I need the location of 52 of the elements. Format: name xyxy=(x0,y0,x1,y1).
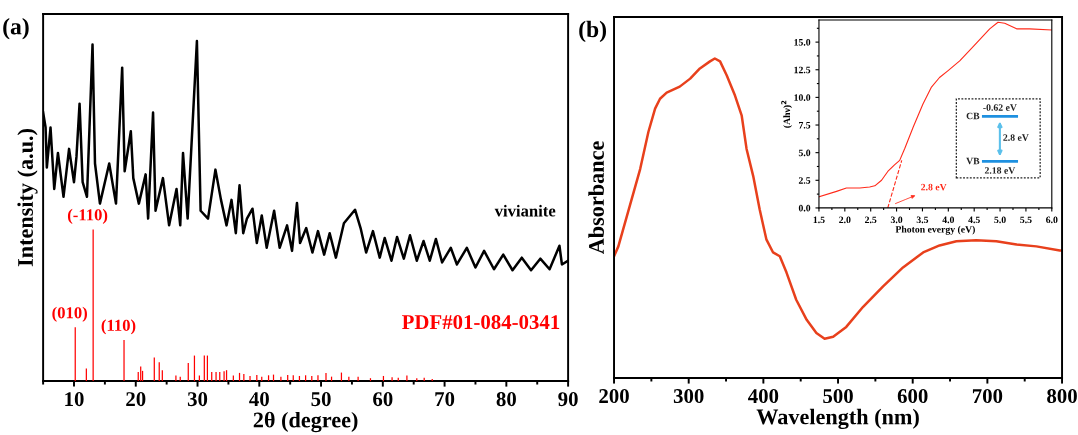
x-tick-label: 30 xyxy=(187,392,208,407)
x-tick-label: 200 xyxy=(599,389,629,404)
series-label: vivianite xyxy=(494,204,556,217)
y-axis-title: Absorbance xyxy=(588,141,604,255)
y-axis-title: Intensity (a.u.) xyxy=(17,129,38,267)
x-tick-label: 4.0 xyxy=(942,216,955,224)
x-tick-label: 80 xyxy=(496,392,516,407)
x-axis-title: Wavelength (nm) xyxy=(756,408,919,430)
x-tick-label: 3.5 xyxy=(916,216,929,224)
x-tick-label: 20 xyxy=(126,392,146,407)
x-tick-label: 10 xyxy=(65,392,84,407)
x-tick-label: 800 xyxy=(1047,389,1077,404)
annotation: (-110) xyxy=(67,208,108,224)
y-axis-title: (Ahν)$^{2}$ xyxy=(781,100,793,128)
y-tick-label: 15.0 xyxy=(794,39,811,46)
x-axis-title: Photon evergy (eV) xyxy=(895,225,975,235)
x-tick-label: 6.0 xyxy=(1046,216,1058,224)
x-tick-label: 50 xyxy=(311,392,331,407)
x-tick-label: 5.0 xyxy=(994,216,1006,224)
chart-title: (b) xyxy=(579,20,607,43)
x-tick-label: 5.5 xyxy=(1020,216,1032,224)
chart-title: (a) xyxy=(3,17,29,40)
annotation: 2.18 eV xyxy=(984,167,1016,174)
x-tick-label: 4.5 xyxy=(968,216,980,224)
x-tick-label: 70 xyxy=(435,392,455,407)
annotation: (110) xyxy=(101,319,136,335)
annotation: 2.8 eV xyxy=(1003,134,1029,141)
annotation: (010) xyxy=(52,306,87,322)
x-tick-label: 3.0 xyxy=(890,216,903,224)
x-tick-label: 2.0 xyxy=(839,216,851,224)
annotation: CB xyxy=(966,112,980,120)
x-tick-label: 90 xyxy=(558,392,578,407)
x-axis-title: 2θ (degree) xyxy=(253,411,358,433)
annotation: -0.62 eV xyxy=(983,104,1017,111)
x-tick-label: 60 xyxy=(373,392,393,407)
x-tick-label: 40 xyxy=(249,392,269,407)
y-tick-label: 12.5 xyxy=(794,66,811,74)
text: PDF#01-084-0341 xyxy=(402,315,560,330)
x-tick-label: 700 xyxy=(972,389,1003,404)
y-tick-label: 5.0 xyxy=(798,149,811,157)
x-tick-label: 400 xyxy=(748,389,779,404)
annotation: 2.8 eV xyxy=(921,183,947,191)
y-tick-label: 0.0 xyxy=(798,204,811,212)
annotation: VB xyxy=(966,157,980,165)
y-tick-label: 7.5 xyxy=(799,122,811,129)
x-tick-label: 300 xyxy=(673,389,704,404)
x-tick-label: 500 xyxy=(823,389,853,404)
y-tick-label: 2.5 xyxy=(798,177,811,184)
y-tick-label: 10.0 xyxy=(794,94,811,101)
x-tick-label: 1.5 xyxy=(813,216,825,224)
x-tick-label: 600 xyxy=(897,389,928,404)
x-tick-label: 2.5 xyxy=(865,216,877,224)
